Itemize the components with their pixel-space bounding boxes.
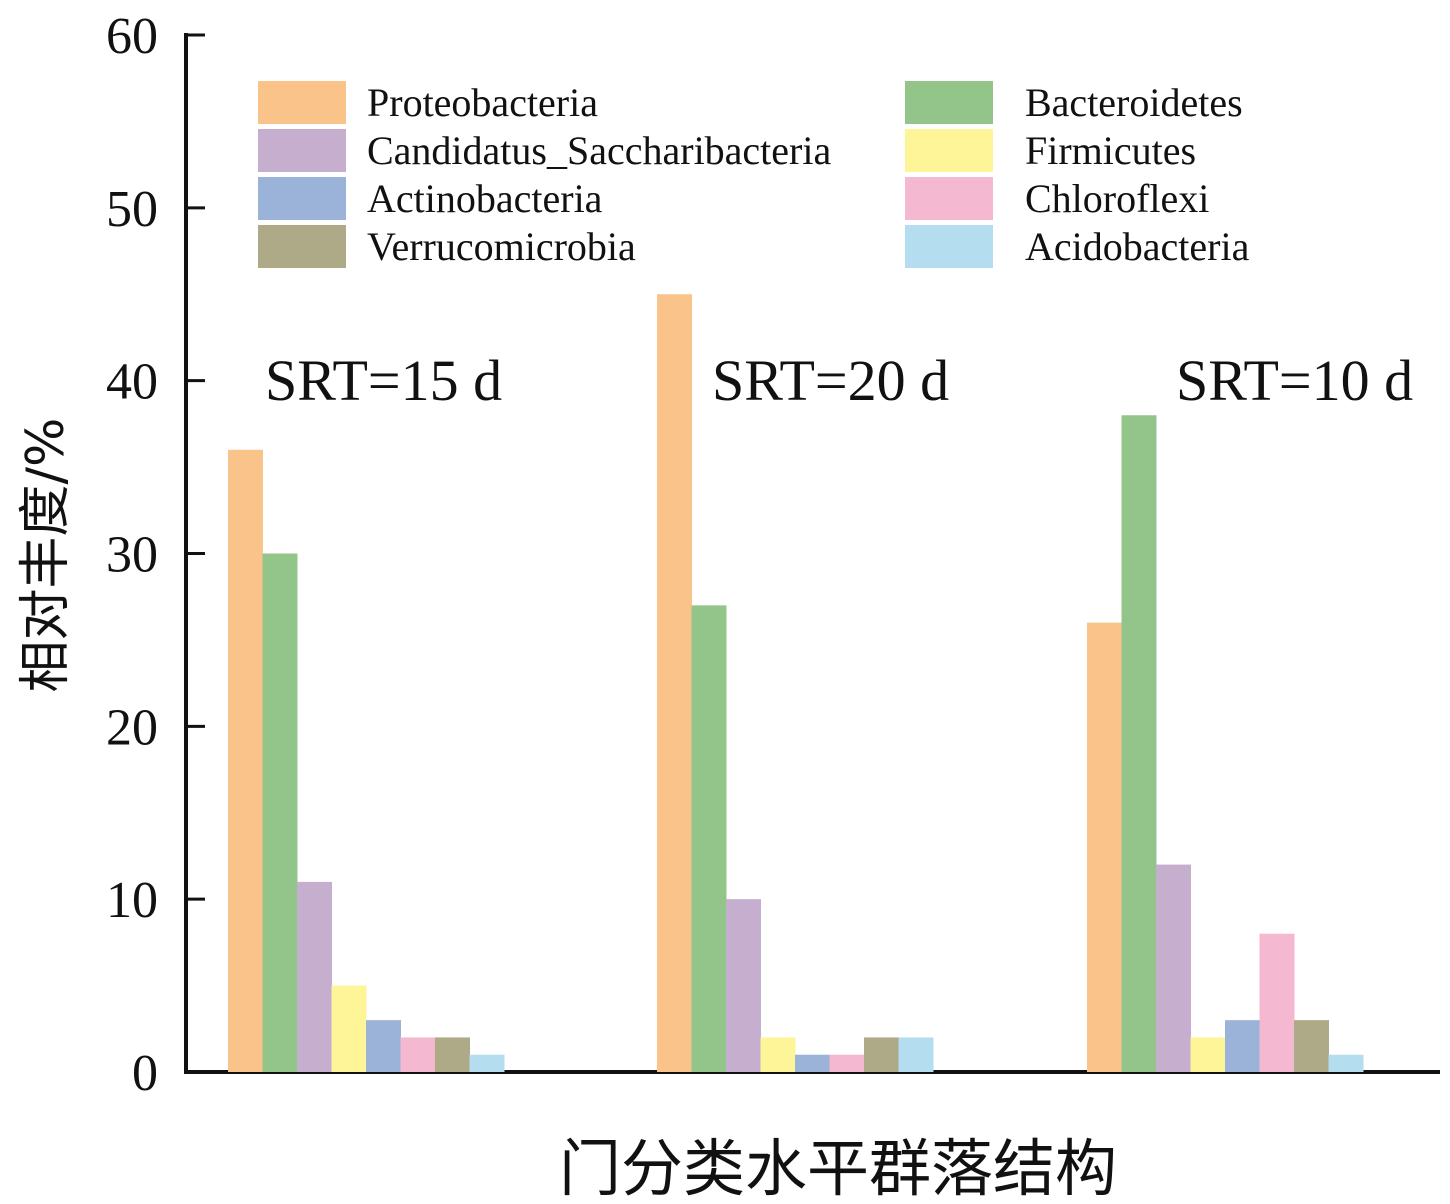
y-tick-label: 60 [106,8,158,65]
bar-firmicutes-3 [1190,1037,1226,1072]
bar-bacteroidetes-3 [1121,415,1157,1072]
y-tick-label: 10 [106,872,158,929]
legend-label: Firmicutes [1025,128,1196,173]
legend-swatch [905,177,993,220]
bar-proteobacteria-2 [657,294,692,1072]
legend-swatch [905,129,993,172]
bar-actinobacteria-2 [795,1054,830,1072]
bar-acidobacteria-2 [898,1037,934,1072]
bar-bacteroidetes-1 [262,553,298,1072]
legend-label: Actinobacteria [367,176,603,221]
bar-candidatus-saccharibacteria-2 [726,899,761,1072]
bar-verrucomicrobia-3 [1294,1020,1329,1072]
legend-swatch [258,129,346,172]
bar-chloroflexi-1 [400,1037,436,1072]
y-ticks: 0 10 20 30 40 50 60 [106,8,205,1102]
y-tick-label: 40 [106,354,158,411]
legend-swatch [258,81,346,124]
bar-firmicutes-2 [760,1037,796,1072]
y-tick-label: 0 [132,1045,158,1102]
y-axis-title: 相对丰度/% [16,418,76,693]
y-tick-label: 20 [106,699,158,756]
legend-swatch [258,177,346,220]
bar-chloroflexi-3 [1259,933,1295,1072]
bar-candidatus-saccharibacteria-1 [297,881,332,1072]
legend-label: Chloroflexi [1025,176,1209,221]
group-label: SRT=20 d [712,348,949,413]
y-tick-label: 30 [106,527,158,584]
group-labels: SRT=15 d SRT=20 d SRT=10 d [265,348,1413,413]
bar-acidobacteria-1 [469,1054,505,1072]
bar-chloroflexi-2 [829,1054,865,1072]
bar-actinobacteria-3 [1225,1020,1260,1072]
bar-firmicutes-1 [331,985,367,1072]
legend-label: Bacteroidetes [1025,80,1243,125]
legend-swatch [905,225,993,268]
legend-label: Candidatus_Saccharibacteria [367,128,831,173]
bar-acidobacteria-3 [1328,1054,1364,1072]
bar-proteobacteria-3 [1087,622,1122,1072]
bar-verrucomicrobia-1 [435,1037,470,1072]
legend: ProteobacteriaCandidatus_Saccharibacteri… [258,80,1250,269]
legend-label: Acidobacteria [1025,224,1250,269]
bar-verrucomicrobia-2 [864,1037,899,1072]
group-label: SRT=10 d [1176,348,1413,413]
legend-label: Verrucomicrobia [367,224,636,269]
legend-swatch [905,81,993,124]
bar-actinobacteria-1 [366,1020,401,1072]
y-tick-label: 50 [106,181,158,238]
bar-candidatus-saccharibacteria-3 [1156,864,1191,1072]
bar-proteobacteria-1 [228,449,263,1072]
legend-swatch [258,225,346,268]
x-axis-title: 门分类水平群落结构 [559,1132,1117,1204]
legend-label: Proteobacteria [367,80,598,125]
bars [228,294,1364,1072]
bar-bacteroidetes-2 [691,605,727,1072]
group-label: SRT=15 d [265,348,502,413]
